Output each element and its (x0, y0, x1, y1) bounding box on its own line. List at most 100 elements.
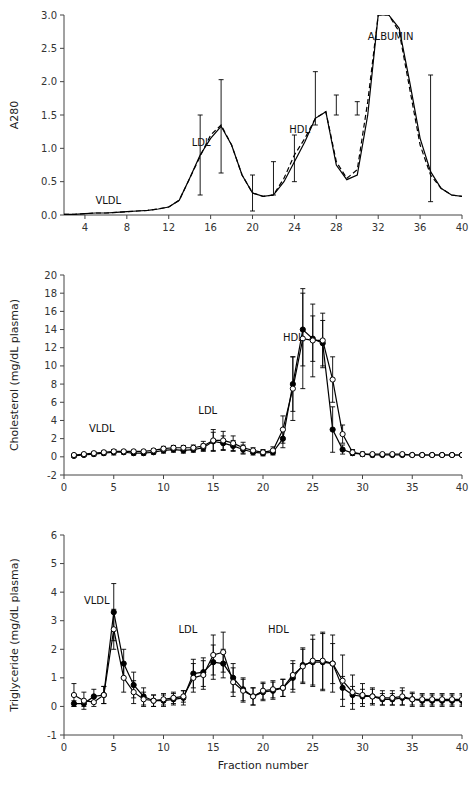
error-bar-cap (241, 454, 246, 455)
marker (330, 427, 335, 432)
y-tick-label: 2.0 (41, 76, 57, 87)
error-bar-cap (300, 388, 305, 389)
marker (370, 694, 375, 699)
error-bar-cap (390, 690, 395, 691)
marker (350, 450, 355, 455)
error-bar (261, 450, 266, 455)
error-bar (211, 635, 216, 675)
marker (270, 687, 275, 692)
x-tick (163, 475, 164, 479)
series (71, 609, 462, 709)
error-bar-cap (219, 79, 224, 80)
y-tick (60, 329, 64, 330)
y-tick (60, 475, 64, 476)
error-bar-cap (141, 692, 146, 693)
error-bar-cap (201, 657, 206, 658)
marker (360, 451, 365, 456)
error-bar-cap (450, 693, 455, 694)
marker (340, 447, 345, 452)
error-bar-cap (121, 649, 126, 650)
error-bar (261, 682, 266, 699)
error-bar-cap (280, 443, 285, 444)
marker (181, 445, 186, 450)
error-bar-cap (91, 689, 96, 690)
y-tick (60, 535, 64, 536)
error-bar-cap (320, 313, 325, 314)
marker (71, 452, 76, 457)
error-bar (101, 686, 106, 703)
error-bar-cap (410, 706, 415, 707)
marker (71, 453, 76, 458)
error-bar-cap (221, 431, 226, 432)
y-tick (60, 48, 64, 49)
x-tick (113, 735, 114, 739)
error-bar-cap (280, 696, 285, 697)
error-bar-cap (428, 75, 433, 76)
error-bar-cap (290, 356, 295, 357)
x-tick-label: 20 (246, 222, 259, 233)
error-bar-cap (400, 687, 405, 688)
panel: 0.00.51.01.52.02.53.0481216202428323640A… (8, 10, 468, 234)
error-bar-cap (251, 687, 256, 688)
marker (340, 431, 345, 436)
line (74, 629, 462, 702)
error-bar-cap (400, 705, 405, 706)
error-bar (111, 450, 116, 455)
marker (420, 697, 425, 702)
error-bar (271, 162, 276, 195)
marker (111, 627, 116, 632)
error-bar-cap (211, 451, 216, 452)
error-bar-cap (241, 453, 246, 454)
error-bar-cap (251, 705, 256, 706)
x-tick (420, 215, 421, 219)
error-bar-cap (161, 693, 166, 694)
x-tick-label: 0 (61, 482, 67, 493)
error-bar-cap (151, 706, 156, 707)
error-bar-cap (81, 709, 86, 710)
error-bar-cap (101, 703, 106, 704)
error-bar (280, 679, 285, 696)
error-bar (91, 698, 96, 707)
error-bar-cap (290, 356, 295, 357)
error-bar-cap (81, 692, 86, 693)
error-bar (460, 694, 463, 705)
y-tick-label: 2 (51, 433, 57, 444)
marker (380, 451, 385, 456)
error-bar (250, 175, 255, 211)
marker (370, 452, 375, 457)
x-tick (213, 475, 214, 479)
x-tick (362, 735, 363, 739)
x-tick-label: 32 (372, 222, 385, 233)
x-tick-label: 30 (356, 482, 369, 493)
error-bar (430, 694, 435, 705)
error-bar-cap (191, 659, 196, 660)
error-bar-cap (241, 702, 246, 703)
error-bar-cap (251, 687, 256, 688)
error-bar-cap (91, 706, 96, 707)
y-tick-label: 6 (51, 530, 57, 541)
error-bar-cap (71, 706, 76, 707)
y-tick-label: -2 (47, 470, 57, 481)
error-bar (241, 679, 246, 702)
error-bar-cap (330, 406, 335, 407)
error-bar-cap (300, 649, 305, 650)
marker (390, 452, 395, 457)
error-bar (221, 431, 226, 449)
marker (310, 338, 315, 343)
y-tick (60, 115, 64, 116)
error-bar-cap (280, 696, 285, 697)
error-bar (151, 695, 156, 706)
annotation: LDL (198, 405, 217, 416)
marker (320, 658, 325, 663)
error-bar-cap (211, 429, 216, 430)
error-bar-cap (141, 687, 146, 688)
y-tick-label: 8 (51, 379, 57, 390)
y-tick (60, 677, 64, 678)
marker (221, 438, 226, 443)
marker (201, 443, 206, 448)
error-bar (292, 135, 297, 182)
x-tick-label: 8 (124, 222, 130, 233)
marker (131, 690, 136, 695)
marker (171, 445, 176, 450)
marker (390, 695, 395, 700)
